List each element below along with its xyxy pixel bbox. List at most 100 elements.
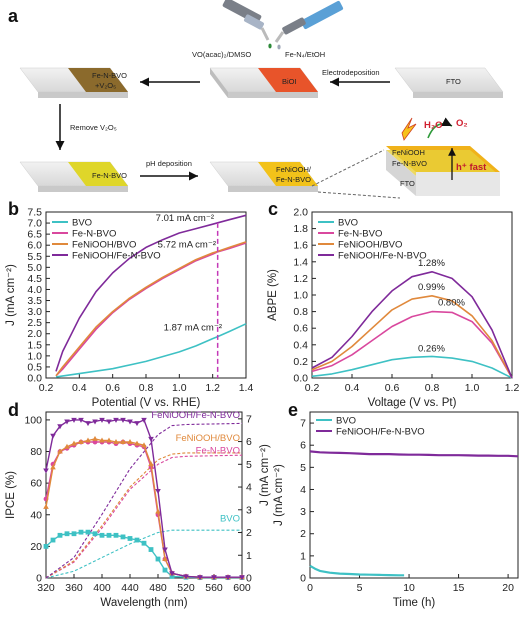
y-tick-label: 6.0	[27, 240, 42, 252]
integrated-current-line	[45, 529, 242, 579]
x-tick-label: 0.4	[72, 382, 87, 394]
y-tick-label: 1.2	[293, 273, 308, 285]
plot-area-b: 0.2 0.4 0.6 0.8 1.0 1.2 1.40.00.51.01.52.02.53…	[27, 207, 253, 395]
y-tick-label: 7.5	[27, 207, 42, 219]
data-point	[78, 529, 84, 535]
y2-tick-label: 2	[246, 527, 252, 539]
x-tick-label: 0.8	[425, 382, 440, 394]
data-point	[50, 464, 56, 470]
data-point	[134, 537, 140, 543]
y-tick-label: 4.5	[27, 273, 42, 285]
y-tick-label: 5	[300, 462, 306, 474]
plot-area-d: 320 360 400 440 480 520 560 6000204060801000123…	[24, 410, 252, 594]
data-point	[50, 433, 56, 439]
series-line-fenioohbvo	[311, 294, 513, 379]
data-point	[127, 439, 133, 445]
legend-entry: BVO	[338, 218, 358, 229]
panel-a: a VO(acac)₂/DMSO Fe-N₄/EtOH BiOI	[8, 0, 504, 199]
light-bolt-icon	[401, 117, 417, 141]
data-annotation: 5.72 mA cm⁻²	[158, 239, 216, 250]
data-point	[120, 439, 126, 445]
biol-label: BiOI	[282, 77, 297, 86]
x-tick-label: 320	[37, 582, 55, 594]
step-ph: pH deposition	[146, 159, 192, 168]
data-point	[92, 419, 98, 425]
data-point	[141, 540, 147, 546]
data-annotation: 7.01 mA cm⁻²	[156, 213, 214, 224]
panel-d: d 320 360 400 440 480 520 560 60002040608010001…	[5, 400, 271, 609]
x-tick-label: 10	[403, 582, 415, 594]
legend-entry: FeNiOOH/BVO	[338, 240, 402, 251]
y-tick-label: 1	[300, 550, 306, 562]
panel-b: b 0.2 0.4 0.6 0.8 1.0 1.2 1.40.00.51.01.52.02.…	[5, 199, 253, 409]
panel-label-e: e	[288, 400, 298, 420]
data-point	[162, 547, 168, 553]
panel-label-d: d	[8, 400, 19, 420]
data-point	[57, 448, 63, 454]
data-point	[225, 575, 231, 581]
data-point	[78, 439, 84, 445]
x-tick-label: 560	[205, 582, 223, 594]
legend-entry: Fe-N-BVO	[72, 229, 116, 240]
fto-label: FTO	[446, 77, 461, 86]
pipette-right-icon	[274, 0, 344, 43]
feniooh-fenbvo-label-1: FeNiOOH/	[276, 165, 312, 174]
zoom-inset: FeNiOOH Fe-N-BVO FTO h⁺ fast H₂O O₂	[311, 117, 500, 199]
panel-c: c 0.2 0.4 0.6 0.8 1.0 1.20.00.20.40.60.81.01.…	[267, 199, 519, 409]
layer-fto: FTO	[400, 179, 415, 188]
data-point	[106, 532, 112, 538]
x-tick-label: 0.2	[305, 382, 320, 394]
pipette-right-label: Fe-N₄/EtOH	[285, 50, 325, 59]
y-tick-label: 3	[300, 506, 306, 518]
data-point	[169, 574, 175, 579]
data-point	[43, 503, 49, 509]
data-point	[127, 419, 133, 425]
fenbvo-plate: Fe-N-BVO	[19, 161, 129, 192]
layer-feniooh: FeNiOOH	[392, 148, 425, 157]
y-tick-label: 100	[24, 414, 42, 426]
y-tick-label: 3.5	[27, 295, 42, 307]
integrated-current-line	[45, 422, 243, 579]
x-tick-label: 520	[177, 582, 195, 594]
xlabel-c: Voltage (V vs. Pt)	[368, 397, 457, 409]
data-point	[99, 532, 105, 538]
y-tick-label: 6	[300, 440, 306, 452]
x-tick-label: 15	[453, 582, 465, 594]
data-point	[71, 531, 77, 537]
data-point	[155, 489, 161, 495]
legend-entry: FeNiOOH/Fe-N-BVO	[338, 251, 427, 262]
o2-label: O₂	[456, 118, 468, 129]
data-point	[99, 437, 105, 443]
fenbvo-v2o5-plate: Fe-N-BVO +V₂O₅	[19, 67, 129, 98]
y-tick-label: 0.0	[27, 373, 42, 385]
data-point	[134, 440, 140, 446]
x-tick-label: 1.2	[205, 382, 220, 394]
x-tick-label: 0.6	[385, 382, 400, 394]
series-line-fenioohfenbvo	[55, 214, 247, 372]
y-tick-label: 20	[30, 541, 42, 553]
ylabel-b: J (mA cm⁻²)	[5, 264, 17, 326]
y-tick-label: 80	[30, 446, 42, 458]
h2o-label: H₂O	[424, 120, 442, 131]
droplet-icon	[268, 43, 272, 49]
y-tick-label: 0.2	[293, 356, 308, 368]
data-point	[50, 537, 56, 543]
fenbvo-label: Fe-N-BVO	[92, 171, 127, 180]
y-tick-label: 0	[36, 573, 42, 585]
legend-entry: FeNiOOH/Fe-N-BVO	[336, 427, 425, 438]
xlabel-b: Potential (V vs. RHE)	[92, 397, 201, 409]
legend-entry: BVO	[336, 416, 356, 427]
data-point	[71, 417, 77, 423]
series-label: Fe-N-BVO	[196, 445, 240, 456]
data-point	[113, 439, 119, 445]
ylabel-c: ABPE (%)	[267, 269, 279, 321]
data-point	[78, 417, 84, 423]
data-point	[148, 436, 154, 442]
fenbvo-v2o5-label-2: +V₂O₅	[95, 81, 116, 90]
y-tick-label: 4	[300, 484, 306, 496]
y-tick-label: 1.5	[27, 339, 42, 351]
xlabel-d: Wavelength (nm)	[100, 597, 187, 609]
y-tick-label: 4.0	[27, 284, 42, 296]
step-electrodeposition: Electrodeposition	[322, 68, 380, 77]
data-point	[92, 435, 98, 441]
